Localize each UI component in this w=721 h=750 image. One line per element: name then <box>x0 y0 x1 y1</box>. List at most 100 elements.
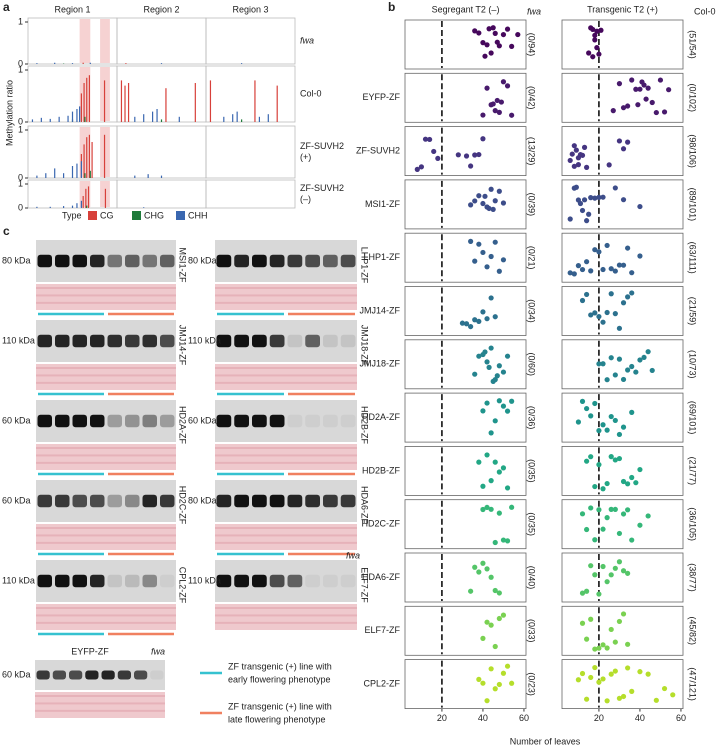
plot-box <box>404 445 527 496</box>
blot-band <box>37 574 52 588</box>
leaf-count-dot <box>476 151 482 158</box>
plot-box <box>561 552 684 603</box>
row-label: Col-0 <box>300 88 322 98</box>
leaf-count-dot <box>588 413 594 419</box>
leaf-count-dot <box>625 245 631 251</box>
leaf-count-dot <box>476 569 482 575</box>
leaf-count-dot <box>620 197 627 203</box>
leaf-count-dot <box>616 262 623 268</box>
blot-band <box>269 494 285 508</box>
leaf-count-dot <box>600 563 606 570</box>
ponceau-band <box>215 607 357 609</box>
leaf-count-dot <box>625 665 631 671</box>
leaf-count-dot <box>629 363 635 370</box>
blot-band <box>125 574 140 588</box>
panel-label: a <box>3 0 10 14</box>
leaf-count-dot <box>610 108 616 114</box>
blot-band <box>305 254 320 268</box>
plot-box <box>404 339 527 390</box>
leaf-count-dot <box>588 505 594 511</box>
plot-box <box>404 552 527 603</box>
leaf-count-dot <box>625 367 631 373</box>
ponceau-band <box>36 367 176 369</box>
leaf-count-dot <box>645 349 651 355</box>
leaf-count-dot <box>500 537 507 543</box>
leaf-count-dot <box>484 359 490 365</box>
blot-band <box>340 494 356 508</box>
protein-label: JMJ18-ZF <box>360 325 370 366</box>
blot-band <box>252 494 267 508</box>
methylation-bar <box>82 196 84 208</box>
leaf-count-dot <box>571 271 577 277</box>
leaf-count-dot <box>645 85 651 91</box>
size-label: 60 kDa <box>188 415 217 425</box>
leaf-count-dot <box>472 198 478 204</box>
leaf-count-dot <box>653 109 659 116</box>
count-label: (0/21) <box>527 246 537 270</box>
leaf-count-dot <box>492 686 498 692</box>
leaf-count-dot <box>484 85 490 91</box>
plot-box <box>116 17 207 65</box>
methylation-bar <box>143 114 145 122</box>
leaf-count-dot <box>588 616 594 622</box>
leaf-count-dot <box>579 620 586 626</box>
size-label: 60 kDa <box>2 495 31 505</box>
leaf-count-dot <box>476 676 482 683</box>
leaf-count-dot <box>484 400 490 406</box>
row-label: LHP1-ZF <box>363 252 400 262</box>
leaf-count-dot <box>480 680 486 686</box>
plot-box <box>561 499 684 550</box>
methylation-bar <box>276 85 278 122</box>
leaf-count-dot <box>482 349 488 355</box>
leaf-count-dot <box>584 291 590 298</box>
highlight-region <box>79 19 91 63</box>
leaf-count-dot <box>492 643 498 650</box>
leaf-count-dot <box>584 259 590 265</box>
leaf-count-dot <box>637 357 643 363</box>
leaf-count-dot <box>472 152 478 158</box>
blot-band <box>72 254 87 268</box>
protein-label: ELF7-ZF <box>360 567 370 603</box>
leaf-count-dot <box>594 45 600 51</box>
blot-band <box>252 574 267 588</box>
count-label: (0/35) <box>527 512 537 536</box>
leaf-count-dot <box>472 371 478 377</box>
leaf-count-dot <box>488 430 494 436</box>
leaf-count-dot <box>596 428 602 434</box>
leaf-count-dot <box>596 194 602 200</box>
leaf-count-dot <box>492 198 498 204</box>
blot-band <box>125 494 140 508</box>
x-tick-label: 40 <box>635 713 645 723</box>
ponceau-band <box>36 541 176 544</box>
leaf-count-dot <box>629 688 635 694</box>
leaf-count-dot <box>604 377 610 383</box>
leaf-count-dot <box>468 163 474 169</box>
row-label: HD2A-ZF <box>362 412 401 422</box>
blot-band <box>72 414 87 428</box>
methylation-bar <box>134 175 136 178</box>
leaf-count-dot <box>498 99 504 105</box>
count-label: (47/121) <box>688 667 698 701</box>
plot-box <box>205 17 296 65</box>
leaf-count-dot <box>620 511 627 517</box>
blot-band <box>117 670 131 680</box>
leaf-count-dot <box>490 206 496 213</box>
blot-band <box>160 254 175 268</box>
ponceau-band <box>36 294 176 297</box>
leaf-count-dot <box>620 424 627 430</box>
blot-band <box>142 254 157 268</box>
plot-box <box>561 232 684 283</box>
plot-box <box>205 179 296 209</box>
protein-label: HDA6-ZF <box>360 486 370 525</box>
leaf-count-dot <box>579 266 586 273</box>
ponceau-band <box>36 381 176 384</box>
leaf-count-dot <box>488 345 494 351</box>
leaf-count-dot <box>584 405 590 412</box>
plot-box <box>404 659 527 709</box>
leaf-count-dot <box>581 197 588 203</box>
ponceau-band <box>215 381 357 384</box>
leaf-count-dot <box>431 148 437 155</box>
leaf-count-dot <box>484 264 490 270</box>
leaf-count-dot <box>608 355 614 361</box>
leaf-count-dot <box>592 664 598 671</box>
